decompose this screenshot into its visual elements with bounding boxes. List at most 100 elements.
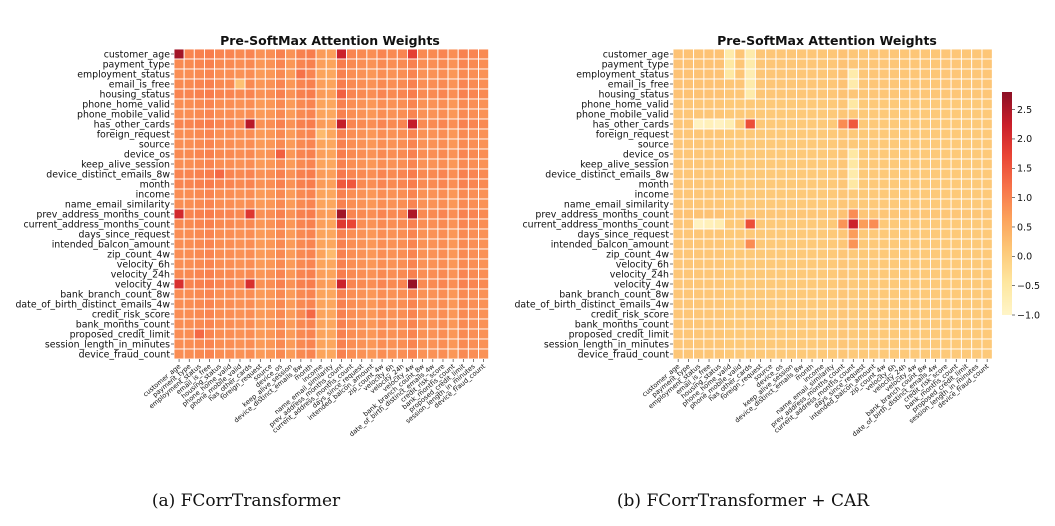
- heatmap-cell: [467, 208, 479, 220]
- heatmap-cell: [724, 98, 736, 110]
- heatmap-cell: [214, 348, 226, 360]
- heatmap-cell: [203, 328, 216, 340]
- heatmap-cell: [960, 128, 973, 140]
- heatmap-cell: [254, 188, 266, 200]
- heatmap-cell: [417, 58, 429, 70]
- heatmap-cell: [264, 288, 276, 300]
- heatmap-cell: [457, 48, 469, 60]
- heatmap-cell: [847, 78, 859, 90]
- colorbar-tick-label: 1.0: [1017, 193, 1032, 204]
- heatmap-cell: [325, 278, 337, 290]
- heatmap-cell: [909, 228, 921, 240]
- heatmap-cell: [478, 168, 490, 180]
- heatmap-cell: [386, 58, 398, 70]
- heatmap-cell: [264, 328, 276, 340]
- heatmap-cell: [478, 238, 490, 250]
- heatmap-cell: [325, 328, 337, 340]
- heatmap-cell: [909, 258, 921, 270]
- heatmap-cell: [785, 338, 798, 350]
- heatmap-cell: [264, 108, 276, 120]
- heatmap-cell: [909, 118, 921, 130]
- heatmap-cell: [796, 188, 808, 200]
- heatmap-cell: [183, 158, 195, 170]
- heatmap-cell: [806, 128, 818, 140]
- heatmap-cell: [765, 178, 777, 190]
- heatmap-cell: [478, 268, 490, 280]
- heatmap-cell: [254, 208, 266, 220]
- heatmap-cell: [386, 118, 398, 130]
- heatmap-cell: [447, 58, 459, 70]
- heatmap-cell: [203, 338, 216, 350]
- heatmap-cell: [827, 218, 839, 230]
- heatmap-cell: [366, 348, 378, 360]
- heatmap-cell: [214, 88, 226, 100]
- heatmap-cell: [940, 328, 952, 340]
- heatmap-cell: [888, 258, 901, 270]
- heatmap-cell: [407, 68, 419, 80]
- heatmap-cell: [765, 48, 777, 60]
- heatmap-cell: [457, 58, 469, 70]
- heatmap-cell: [315, 208, 327, 220]
- heatmap-cell: [407, 148, 419, 160]
- heatmap-cell: [899, 318, 911, 330]
- heatmap-cell: [478, 198, 490, 210]
- heatmap-cell: [857, 198, 870, 210]
- heatmap-cell: [816, 318, 828, 330]
- heatmap-cell: [899, 308, 911, 320]
- heatmap-cell: [376, 88, 388, 100]
- heatmap-cell: [305, 288, 317, 300]
- heatmap-cell: [682, 48, 695, 60]
- heatmap-cell: [264, 218, 276, 230]
- heatmap-cell: [744, 248, 756, 260]
- heatmap-cell: [806, 298, 818, 310]
- heatmap-cell: [693, 308, 705, 320]
- heatmap-cell: [672, 288, 684, 300]
- heatmap-cell: [203, 178, 216, 190]
- heatmap-cell: [234, 138, 246, 150]
- heatmap-cell: [234, 188, 246, 200]
- heatmap-cell: [857, 58, 870, 70]
- heatmap-cell: [713, 118, 725, 130]
- heatmap-cell: [478, 308, 490, 320]
- heatmap-cell: [467, 188, 479, 200]
- heatmap-cell: [376, 308, 388, 320]
- heatmap-cell: [214, 208, 226, 220]
- heatmap-cell: [203, 218, 216, 230]
- heatmap-cell: [888, 68, 901, 80]
- heatmap-cell: [713, 238, 725, 250]
- heatmap-cell: [888, 58, 901, 70]
- heatmap-cell: [427, 208, 439, 220]
- heatmap-cell: [335, 298, 347, 310]
- heatmap-cell: [224, 68, 236, 80]
- heatmap-cell: [254, 78, 266, 90]
- heatmap-cell: [254, 118, 266, 130]
- heatmap-cell: [396, 128, 408, 140]
- heatmap-cell: [734, 188, 746, 200]
- heatmap-cell: [868, 98, 880, 110]
- heatmap-cell: [765, 258, 777, 270]
- heatmap-cell: [295, 118, 307, 130]
- heatmap-cell: [356, 228, 368, 240]
- heatmap-cell: [672, 228, 684, 240]
- heatmap-cell: [407, 248, 419, 260]
- heatmap-cell: [224, 48, 236, 60]
- heatmap-cell: [407, 118, 419, 130]
- heatmap-cell: [396, 308, 408, 320]
- heatmap-cell: [173, 278, 185, 290]
- heatmap-cell: [878, 218, 890, 230]
- heatmap-cell: [785, 218, 798, 230]
- heatmap-cell: [930, 238, 942, 250]
- heatmap-cell: [417, 298, 429, 310]
- heatmap-cell: [183, 128, 195, 140]
- heatmap-cell: [386, 238, 398, 250]
- heatmap-cell: [796, 288, 808, 300]
- heatmap-cell: [744, 108, 756, 120]
- heatmap-cell: [437, 348, 449, 360]
- heatmap-cell: [346, 238, 358, 250]
- heatmap-cell: [950, 248, 962, 260]
- heatmap-cell: [785, 68, 798, 80]
- heatmap-cell: [417, 258, 429, 270]
- heatmap-cell: [264, 348, 276, 360]
- heatmap-cell: [183, 48, 195, 60]
- heatmap-cell: [275, 98, 287, 110]
